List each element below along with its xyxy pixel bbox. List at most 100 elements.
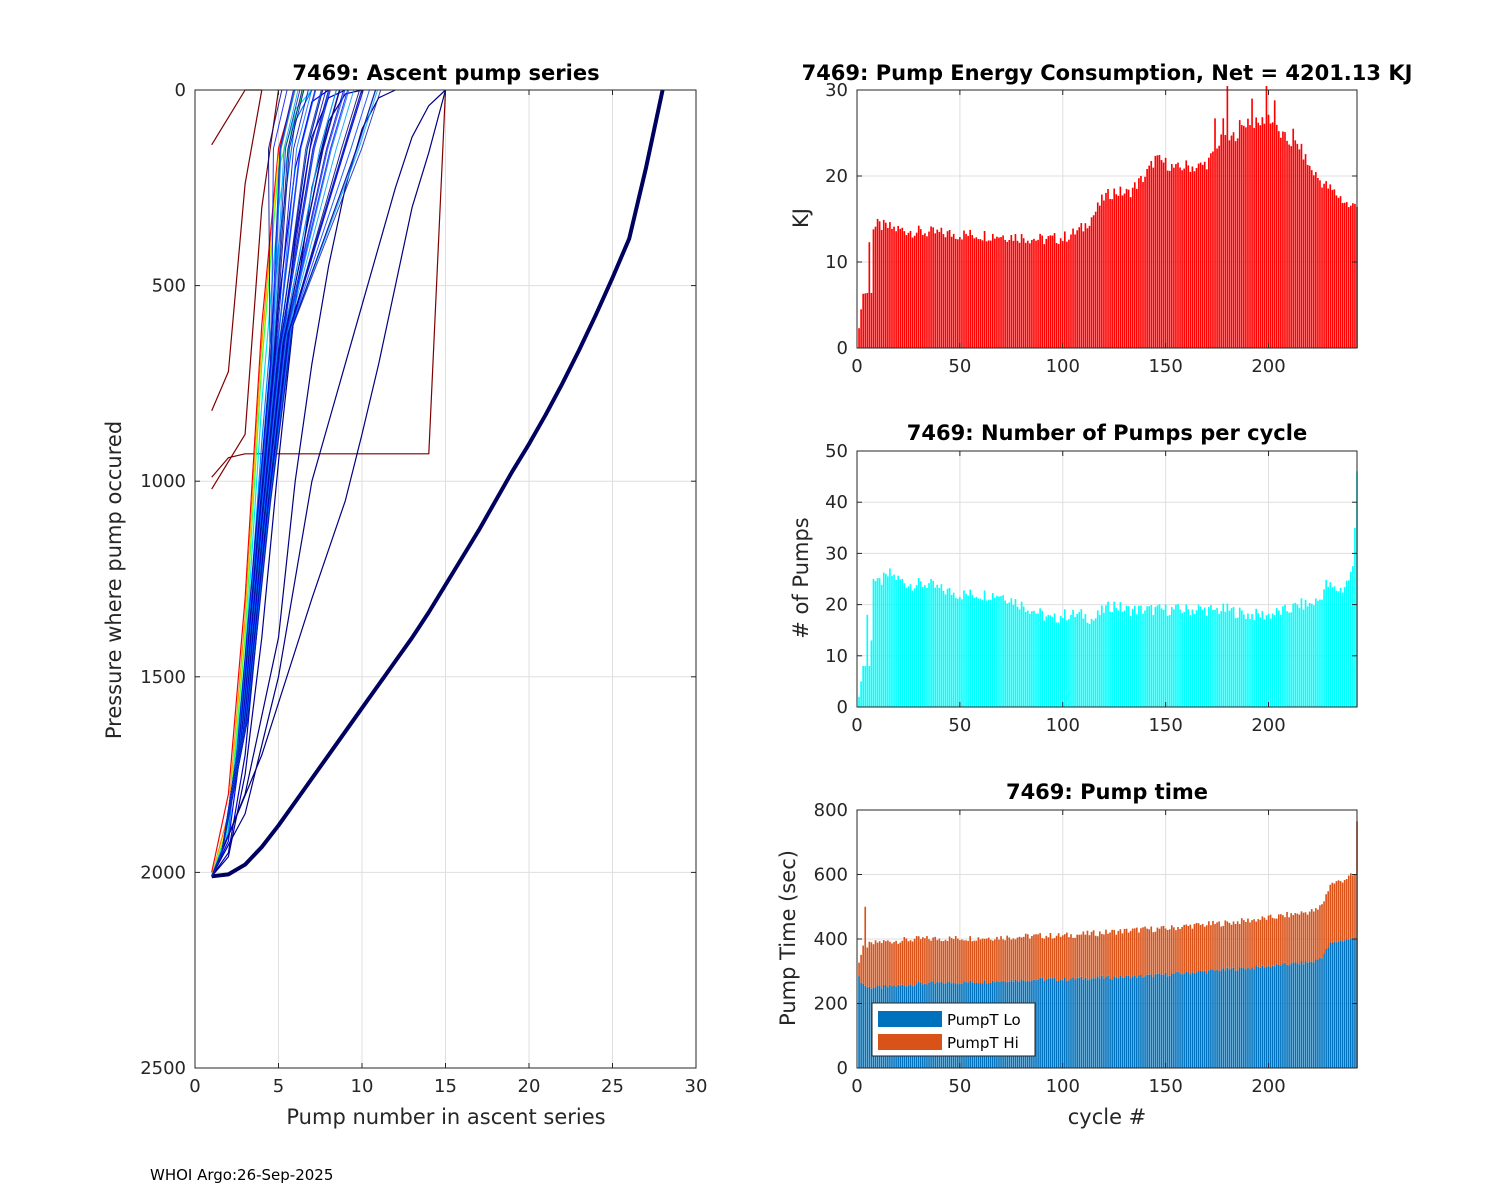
pumptime-bar-hi	[1133, 928, 1136, 976]
pumptime-bar-lo	[1261, 965, 1264, 1068]
pumps-bar	[1107, 601, 1109, 707]
pumps-bar	[880, 584, 883, 707]
pumptime-bar-hi	[1234, 923, 1237, 971]
pumps-bar	[981, 599, 984, 707]
pumps-bar	[864, 666, 867, 707]
pumptime-bar-hi	[1090, 931, 1093, 979]
pumptime-bar-hi	[1212, 920, 1214, 970]
pumptime-bar-lo	[1341, 941, 1344, 1068]
pumps-bar	[1168, 615, 1171, 707]
pumptime-bar-lo	[1337, 941, 1340, 1068]
pumptime-bar-hi	[1214, 924, 1216, 971]
pumptime-bar-hi	[928, 939, 930, 983]
pumptime-bar-hi	[1312, 911, 1315, 963]
pumptime-bar-hi	[1275, 918, 1278, 965]
energy-bar	[985, 241, 988, 348]
energy-bar	[1037, 239, 1039, 348]
energy-bar	[860, 309, 862, 348]
pumptime-bar-hi	[1286, 911, 1288, 965]
energy-bar	[913, 235, 916, 348]
pumps-title: 7469: Number of Pumps per cycle	[907, 421, 1307, 445]
pumptime-bar-lo	[1253, 969, 1255, 1068]
energy-bar	[1094, 211, 1097, 348]
pumps-bar	[1354, 527, 1356, 707]
pumptime-bar-hi	[1061, 935, 1064, 981]
energy-bar	[1162, 162, 1165, 348]
pumptime-bar-lo	[1343, 940, 1346, 1068]
pumps-bar	[1214, 609, 1216, 707]
energy-bar	[1160, 160, 1163, 348]
ascent-ytick-label: 1000	[140, 471, 186, 492]
pumptime-bar-lo	[1329, 942, 1332, 1068]
pumptime-xtick-label: 150	[1148, 1076, 1182, 1097]
pumps-bar	[1251, 614, 1253, 707]
pumptime-bar-hi	[1045, 935, 1048, 980]
pumptime-bar-lo	[1170, 973, 1173, 1068]
pumptime-bar-lo	[1177, 971, 1179, 1068]
energy-bar	[891, 228, 893, 348]
energy-bar	[983, 230, 986, 348]
pumps-bar	[1238, 607, 1241, 707]
energy-bar	[1292, 128, 1295, 348]
pumptime-bar-hi	[919, 939, 922, 983]
energy-bar	[1337, 197, 1340, 348]
energy-bar	[1302, 159, 1305, 348]
ascent-xtick-label: 5	[273, 1076, 284, 1097]
pumptime-bar-lo	[1339, 940, 1342, 1068]
pumptime-bar-hi	[1016, 937, 1019, 982]
pumptime-bar-lo	[1255, 965, 1257, 1068]
energy-bar	[987, 240, 990, 348]
pumptime-bar-hi	[1107, 933, 1109, 976]
pumps-bar	[1271, 613, 1274, 707]
ascent-series-line	[211, 89, 263, 412]
energy-bar	[969, 229, 971, 348]
pumptime-bar-hi	[1257, 919, 1260, 967]
energy-bar	[1294, 140, 1297, 348]
pumps-bar	[1191, 609, 1194, 707]
pumptime-bar-lo	[1101, 975, 1103, 1068]
pumps-bar	[1218, 613, 1220, 707]
pumps-bar	[1166, 615, 1169, 707]
pumptime-bar-hi	[1347, 875, 1350, 940]
pumps-plot-area	[857, 451, 1357, 707]
pumptime-bar-lo	[1107, 975, 1109, 1068]
pumptime-bar-hi	[1004, 940, 1006, 983]
ascent-xlabel: Pump number in ascent series	[286, 1105, 605, 1129]
energy-bar	[1133, 182, 1136, 348]
pumptime-bar-lo	[1269, 967, 1272, 1068]
pumptime-bar-lo	[1078, 977, 1081, 1068]
energy-bar	[1166, 170, 1169, 348]
pumptime-bar-hi	[963, 940, 965, 982]
pumptime-bar-hi	[1022, 936, 1025, 981]
pumptime-bar-lo	[1263, 968, 1266, 1068]
energy-bar	[965, 233, 967, 348]
pumptime-bar-lo	[1096, 976, 1099, 1068]
energy-bar	[1068, 239, 1070, 348]
pumps-bar	[1286, 611, 1288, 707]
pumptime-bar-hi	[1066, 932, 1068, 981]
pumptime-bar-lo	[1238, 967, 1241, 1068]
pumps-bar	[1086, 622, 1089, 707]
energy-bar	[889, 222, 891, 348]
pumps-bar	[1002, 595, 1004, 707]
pumps-xtick-label: 100	[1046, 715, 1080, 736]
pumps-bar	[1273, 614, 1276, 707]
energy-bar	[938, 231, 941, 348]
pumps-bar	[903, 583, 906, 707]
ascent-ytick-label: 0	[175, 80, 186, 101]
pumptime-bar-hi	[1282, 915, 1284, 964]
energy-bar	[1076, 230, 1078, 348]
pumps-bar	[1302, 609, 1305, 707]
energy-bar	[1148, 165, 1151, 348]
pumptime-bar-hi	[1220, 926, 1223, 971]
energy-bar	[1193, 171, 1196, 348]
pumptime-bar-hi	[1125, 928, 1128, 976]
pumptime-bar-hi	[1317, 909, 1319, 960]
energy-bar	[1341, 202, 1344, 348]
pumps-bar	[1265, 615, 1268, 707]
pumptime-bar-lo	[1267, 966, 1270, 1068]
pumps-bar	[1127, 606, 1130, 707]
energy-bar	[1345, 202, 1348, 348]
pumptime-bar-hi	[938, 938, 941, 983]
pumps-bar	[1144, 610, 1146, 707]
